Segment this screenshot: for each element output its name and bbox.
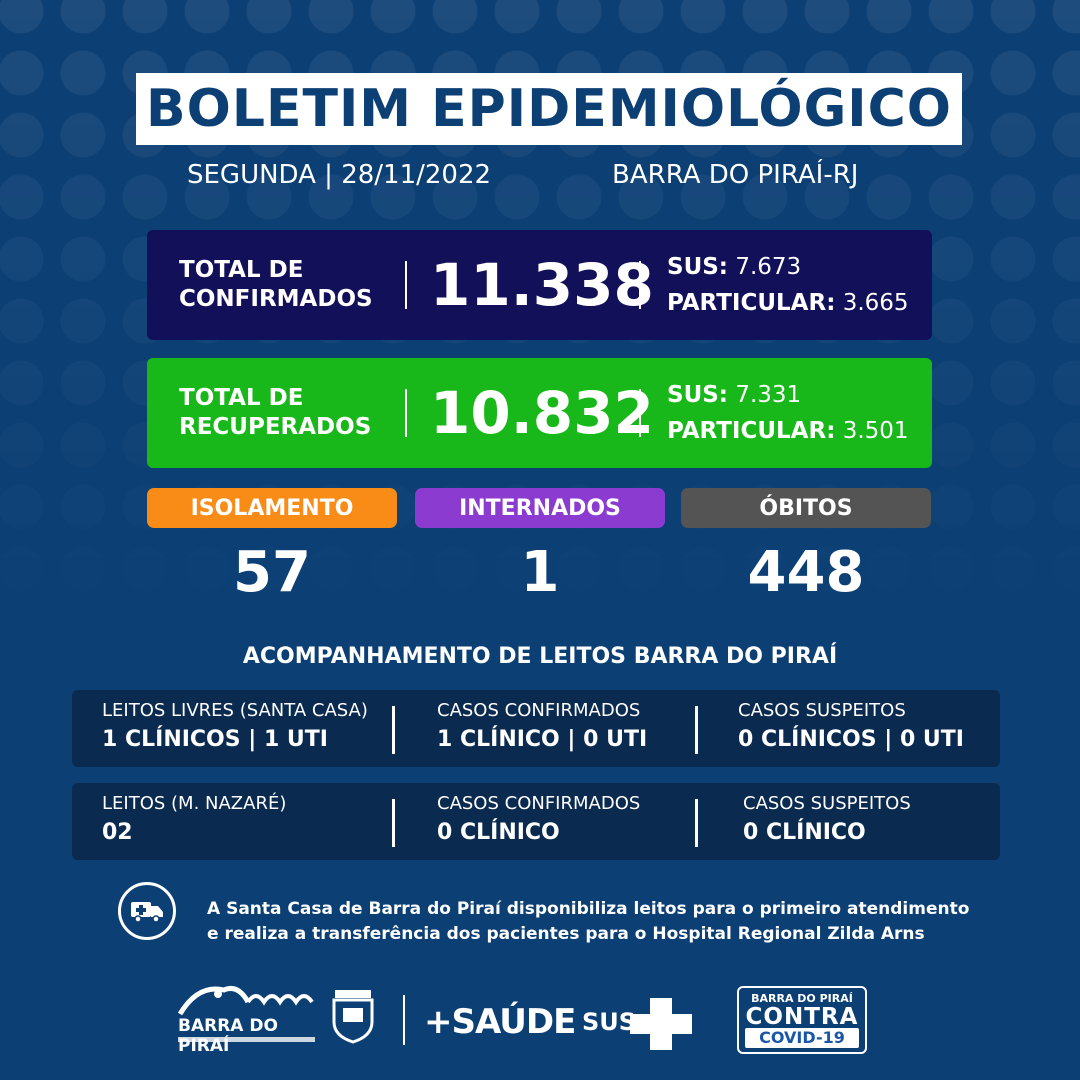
beds-cell-value: 02 — [102, 820, 133, 845]
covid-badge-city: BARRA DO PIRAÍ — [751, 992, 853, 1005]
confirmed-total: 11.338 — [430, 251, 654, 319]
recovered-separator-left — [405, 389, 407, 437]
beds-cell-value: 0 CLÍNICO — [437, 820, 560, 845]
recovered-label: TOTAL DE RECUPERADOS — [179, 384, 371, 442]
confirmed-breakdown: SUS: 7.673 PARTICULAR: 3.665 — [667, 249, 909, 321]
beds-row-m-nazare: LEITOS (M. NAZARÉ) 02 CASOS CONFIRMADOS … — [72, 783, 1000, 860]
beds-divider — [392, 706, 395, 754]
beds-cell: CASOS SUSPEITOS 0 CLÍNICO — [743, 793, 911, 851]
notice-line1: A Santa Casa de Barra do Piraí disponibi… — [207, 899, 970, 919]
prefeitura-tagline-bar — [178, 1037, 315, 1042]
confirmed-label-line2: CONFIRMADOS — [179, 286, 373, 312]
beds-cell: LEITOS LIVRES (SANTA CASA) 1 CLÍNICOS | … — [102, 700, 368, 758]
recovered-separator-right — [639, 389, 641, 437]
beds-cell-heading: CASOS CONFIRMADOS — [437, 700, 641, 721]
beds-divider — [695, 799, 698, 847]
confirmed-card: TOTAL DE CONFIRMADOS 11.338 SUS: 7.673 P… — [147, 230, 932, 340]
sus-cross-icon — [630, 998, 692, 1050]
recovered-sus-label: SUS: — [667, 382, 729, 408]
recovered-private-value: 3.501 — [842, 418, 909, 444]
beds-cell-value: 0 CLÍNICO — [743, 820, 866, 845]
isolation-value: 57 — [233, 540, 311, 605]
beds-divider — [695, 706, 698, 754]
bulletin-location: BARRA DO PIRAÍ-RJ — [612, 160, 859, 190]
prefeitura-arches-icon — [177, 986, 314, 1016]
beds-cell-heading: CASOS CONFIRMADOS — [437, 793, 641, 814]
confirmed-sus-label: SUS: — [667, 254, 729, 280]
saude-logo: +SAÚDE — [424, 1002, 576, 1042]
beds-cell-value: 1 CLÍNICOS | 1 UTI — [102, 727, 328, 752]
page-title: BOLETIM EPIDEMIOLÓGICO — [136, 73, 962, 145]
ambulance-icon — [118, 882, 176, 940]
recovered-private-label: PARTICULAR: — [667, 418, 836, 444]
city-crest-icon — [332, 990, 374, 1044]
beds-cell-value: 0 CLÍNICOS | 0 UTI — [738, 727, 964, 752]
beds-cell: LEITOS (M. NAZARÉ) 02 — [102, 793, 286, 851]
beds-cell-heading: LEITOS LIVRES (SANTA CASA) — [102, 700, 368, 721]
confirmed-private-label: PARTICULAR: — [667, 290, 836, 316]
recovered-card: TOTAL DE RECUPERADOS 10.832 SUS: 7.331 P… — [147, 358, 932, 468]
beds-cell-value: 1 CLÍNICO | 0 UTI — [437, 727, 648, 752]
beds-cell-heading: CASOS SUSPEITOS — [738, 700, 906, 721]
recovered-total: 10.832 — [430, 379, 654, 447]
deaths-value: 448 — [747, 540, 865, 605]
covid-badge-covid: COVID-19 — [745, 1028, 859, 1048]
beds-cell: CASOS SUSPEITOS 0 CLÍNICOS | 0 UTI — [738, 700, 964, 758]
beds-cell: CASOS CONFIRMADOS 1 CLÍNICO | 0 UTI — [437, 700, 647, 758]
covid-badge-contra: CONTRA — [745, 1004, 859, 1030]
beds-cell-heading: LEITOS (M. NAZARÉ) — [102, 793, 287, 814]
hospitalized-badge: INTERNADOS — [415, 488, 665, 528]
notice-text: A Santa Casa de Barra do Piraí disponibi… — [207, 897, 969, 947]
confirmed-label: TOTAL DE CONFIRMADOS — [179, 256, 373, 314]
beds-row-santa-casa: LEITOS LIVRES (SANTA CASA) 1 CLÍNICOS | … — [72, 690, 1000, 767]
beds-cell: CASOS CONFIRMADOS 0 CLÍNICO — [437, 793, 640, 851]
beds-section-title: ACOMPANHAMENTO DE LEITOS BARRA DO PIRAÍ — [242, 644, 838, 669]
recovered-label-line1: TOTAL DE — [179, 385, 304, 411]
confirmed-separator-right — [639, 261, 641, 309]
footer-divider — [403, 995, 405, 1045]
confirmed-label-line1: TOTAL DE — [179, 257, 304, 283]
prefeitura-logo: BARRA DO PIRAÍ — [177, 982, 318, 1056]
sus-logo: SUS — [582, 1008, 637, 1036]
beds-cell-heading: CASOS SUSPEITOS — [743, 793, 911, 814]
recovered-label-line2: RECUPERADOS — [179, 414, 372, 440]
isolation-badge: ISOLAMENTO — [147, 488, 397, 528]
beds-divider — [392, 799, 395, 847]
deaths-badge: ÓBITOS — [681, 488, 931, 528]
confirmed-private-value: 3.665 — [842, 290, 909, 316]
notice-line2: e realiza a transferência dos pacientes … — [207, 924, 925, 944]
confirmed-sus-value: 7.673 — [735, 254, 802, 280]
hospitalized-value: 1 — [520, 540, 560, 605]
prefeitura-name: BARRA DO PIRAÍ — [178, 1016, 278, 1056]
covid-campaign-badge: BARRA DO PIRAÍ CONTRA COVID-19 — [737, 986, 867, 1054]
recovered-breakdown: SUS: 7.331 PARTICULAR: 3.501 — [667, 377, 909, 449]
bulletin-date: SEGUNDA | 28/11/2022 — [187, 160, 492, 190]
recovered-sus-value: 7.331 — [735, 382, 802, 408]
confirmed-separator-left — [405, 261, 407, 309]
